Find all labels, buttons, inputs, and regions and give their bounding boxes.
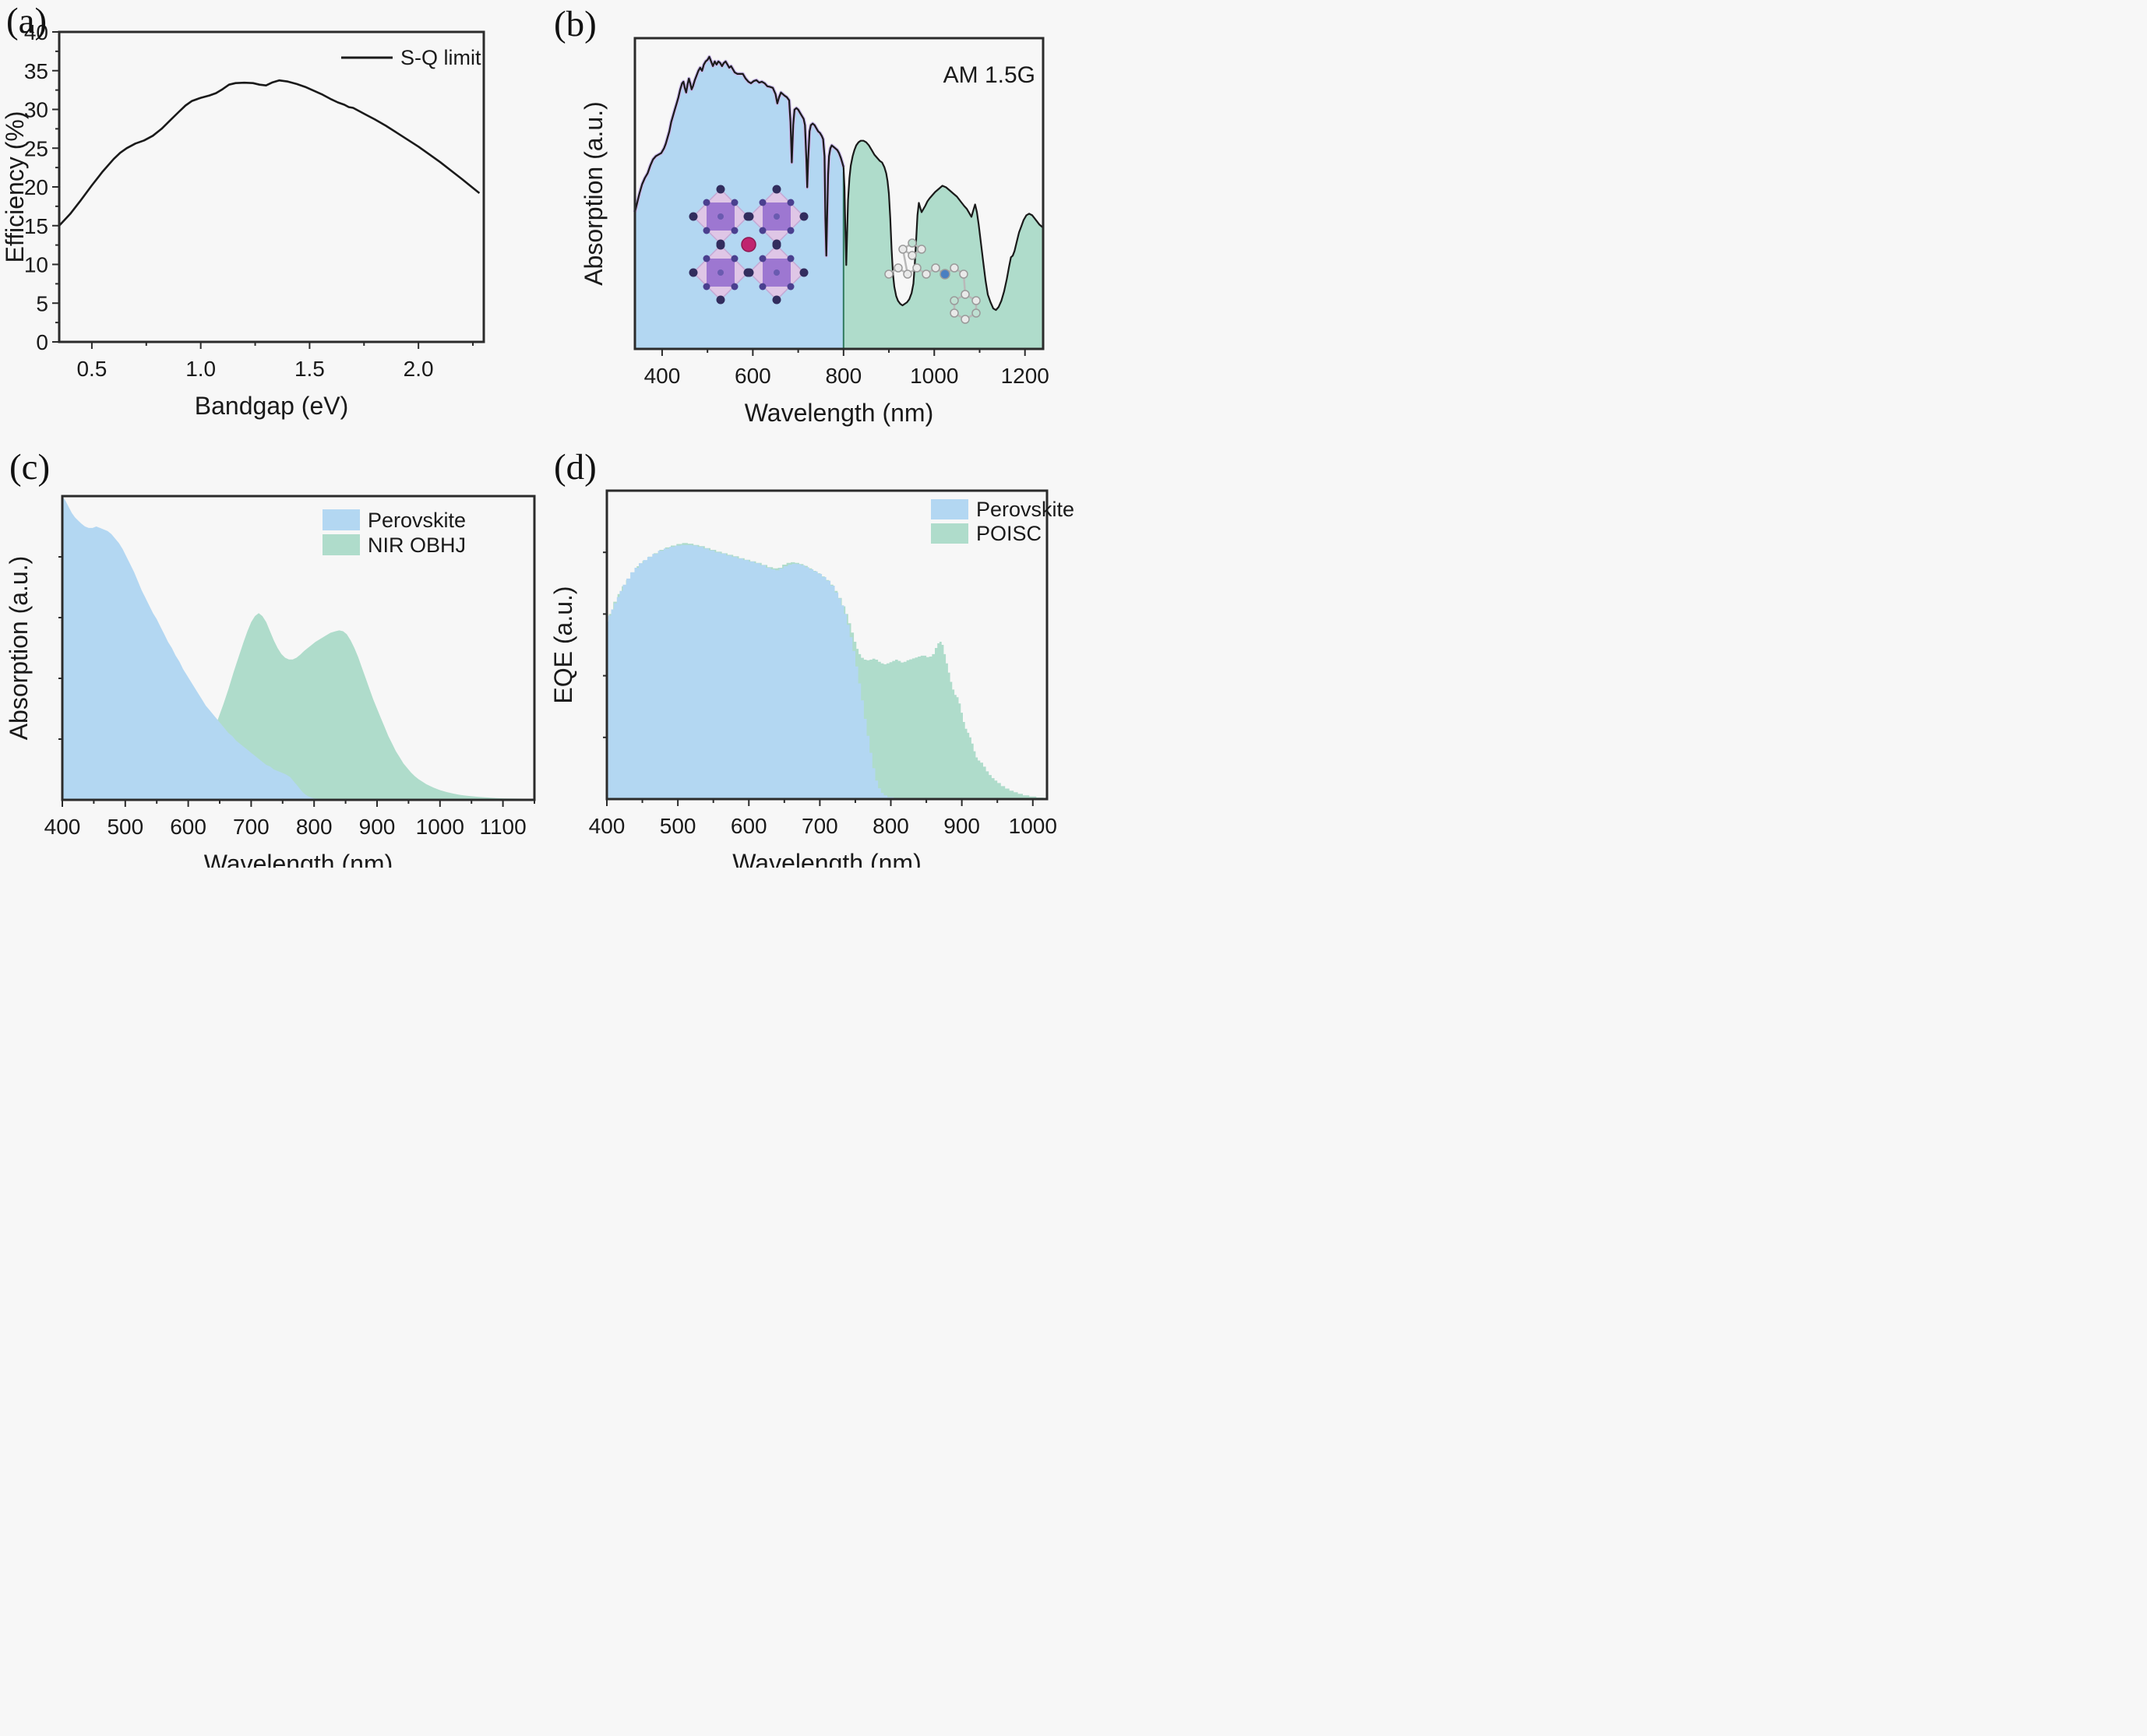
y-tick-label: 25 xyxy=(24,136,48,160)
legend-color-patch xyxy=(931,523,968,544)
x-tick-label: 1100 xyxy=(479,815,526,839)
panel-b: 400 600 800 1000 1200 Wavelength (nm) Absorpti… xyxy=(537,0,1074,434)
y-tick-label: 0 xyxy=(36,330,48,354)
y-axis-label: Absorption (a.u.) xyxy=(580,101,608,286)
x-tick-label: 0.5 xyxy=(76,357,107,381)
perovskite-structure-illustration xyxy=(688,184,809,305)
plot-frame xyxy=(61,495,536,801)
x-tick-label: 900 xyxy=(359,815,396,839)
legend-label: POISC xyxy=(976,522,1042,545)
x-axis-label: Bandgap (eV) xyxy=(195,392,348,420)
chart-layer-a: 0.5 1.0 1.5 2.0 0 5 10 15 20 25 30 35 40 Bandgap (eV)… xyxy=(1,20,485,420)
y-tick-label: 5 xyxy=(36,291,48,315)
x-axis-label: Wavelength (nm) xyxy=(745,399,933,427)
legend-color-patch xyxy=(323,509,360,530)
series-line-1 xyxy=(842,139,1044,312)
panel-c: 400 500 600 700 800 900 1000 1100 Wavelength (nm… xyxy=(0,434,537,868)
series-line-0 xyxy=(58,79,481,227)
x-tick-label: 900 xyxy=(943,814,980,838)
chart-a-svg: 0.5 1.0 1.5 2.0 0 5 10 15 20 25 30 35 40 Bandgap (eV)… xyxy=(1,20,485,420)
molecule-illustration xyxy=(884,238,981,324)
x-tick-label: 600 xyxy=(731,814,767,838)
chart-layer-d: 400 500 600 700 800 900 1000 Wavelength (nm) EQE… xyxy=(549,489,1074,868)
x-tick-label: 1000 xyxy=(1009,814,1057,838)
legend-label: NIR OBHJ xyxy=(368,533,466,557)
y-axis-label: Efficiency (%) xyxy=(1,111,29,262)
x-tick-label: 600 xyxy=(735,364,771,388)
chart-d-svg: 400 500 600 700 800 900 1000 Wavelength (nm) EQE… xyxy=(549,489,1074,868)
legend-label: Perovskite xyxy=(976,498,1074,521)
annotation-text: AM 1.5G xyxy=(943,62,1035,88)
figure-multipanel: 0.5 1.0 1.5 2.0 0 5 10 15 20 25 30 35 40 Bandgap (eV)… xyxy=(0,0,1074,868)
x-tick-label: 600 xyxy=(170,815,206,839)
y-tick-label: 10 xyxy=(24,253,48,277)
x-axis-label: Wavelength (nm) xyxy=(732,849,921,868)
chart-c-svg: 400 500 600 700 800 900 1000 1100 Wavelength (nm… xyxy=(5,495,536,868)
x-tick-label: 400 xyxy=(589,814,626,838)
x-tick-label: 400 xyxy=(644,364,681,388)
y-tick-label: 35 xyxy=(24,59,48,83)
chart-layer-c: 400 500 600 700 800 900 1000 1100 Wavelength (nm… xyxy=(5,495,536,868)
x-tick-label: 500 xyxy=(107,815,143,839)
series-fill-1 xyxy=(607,544,1047,799)
series-fill-0 xyxy=(635,56,844,350)
series-fill-1 xyxy=(843,140,1043,349)
chart-layer-b: 400 600 800 1000 1200 Wavelength (nm) Absorpti… xyxy=(580,37,1049,427)
legend-label: Perovskite xyxy=(368,509,466,532)
plot-frame xyxy=(633,37,1045,350)
chart-b-svg: 400 600 800 1000 1200 Wavelength (nm) Absorpti… xyxy=(580,37,1049,427)
x-tick-label: 1.5 xyxy=(294,357,325,381)
y-tick-label: 20 xyxy=(24,175,48,199)
panel-label-a: (a) xyxy=(6,1,48,41)
plot-frame xyxy=(58,30,485,343)
x-tick-label: 2.0 xyxy=(404,357,434,381)
x-tick-label: 800 xyxy=(825,364,862,388)
panel-label-b: (b) xyxy=(554,4,597,44)
panel-label-c: (c) xyxy=(9,447,51,488)
y-axis-label: EQE (a.u.) xyxy=(549,586,577,703)
panel-a: 0.5 1.0 1.5 2.0 0 5 10 15 20 25 30 35 40 Bandgap (eV)… xyxy=(0,0,537,434)
y-tick-label: 15 xyxy=(24,214,48,238)
x-tick-label: 700 xyxy=(802,814,838,838)
x-tick-label: 500 xyxy=(660,814,696,838)
x-tick-label: 400 xyxy=(44,815,81,839)
x-tick-label: 700 xyxy=(233,815,270,839)
series-line-0 xyxy=(633,55,844,257)
x-tick-label: 800 xyxy=(873,814,909,838)
series-fill-1 xyxy=(62,496,534,800)
legend-color-patch xyxy=(931,499,968,519)
legend-label: S-Q limit xyxy=(400,46,481,69)
x-tick-label: 1200 xyxy=(1001,364,1049,388)
plot-frame xyxy=(605,489,1049,801)
y-axis-label: Absorption (a.u.) xyxy=(5,556,33,741)
legend-color-patch xyxy=(323,534,360,555)
x-tick-label: 1000 xyxy=(910,364,958,388)
panel-d: 400 500 600 700 800 900 1000 Wavelength (nm) EQE… xyxy=(537,434,1074,868)
x-tick-label: 800 xyxy=(296,815,333,839)
panel-label-d: (d) xyxy=(554,447,597,488)
y-tick-label: 40 xyxy=(24,20,48,44)
x-tick-label: 1.0 xyxy=(185,357,216,381)
x-axis-label: Wavelength (nm) xyxy=(204,850,393,868)
x-tick-label: 1000 xyxy=(416,815,464,839)
y-tick-label: 30 xyxy=(24,98,48,122)
